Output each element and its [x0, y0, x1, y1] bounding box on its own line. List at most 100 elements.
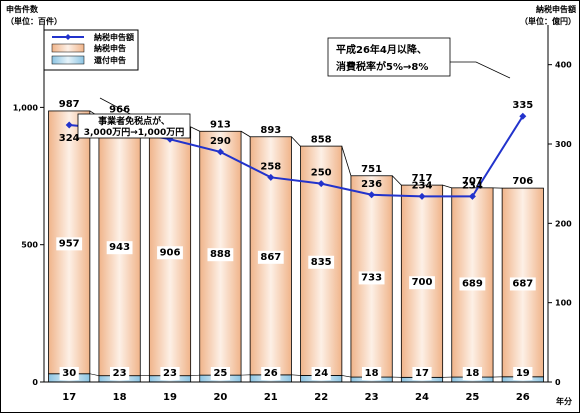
total-label-25: 707	[462, 176, 483, 187]
refund-connector-5	[341, 375, 351, 378]
payment-label-21: 867	[260, 252, 281, 263]
tax-rate-box	[327, 37, 451, 77]
payment-label-23: 733	[361, 272, 382, 283]
tax-rate-annotation: 平成26年4月以降、 消費税率が5%→8%	[327, 37, 511, 79]
payment-label-19-bg	[157, 246, 183, 260]
right-tick-label-400: 400	[555, 61, 572, 70]
category-label-23: 23	[365, 392, 379, 403]
exemption-text-1: 事業者免税点が、	[98, 115, 170, 127]
payment-label-22-bg	[308, 255, 335, 269]
refund-connector-4	[291, 374, 301, 376]
tax-rate-text-2: 消費税率が5%→8%	[336, 60, 428, 73]
payment-label-20-bg	[207, 248, 234, 262]
refund-label-18: 23	[113, 368, 127, 379]
payment-label-26: 687	[512, 278, 533, 289]
right-tick-label-0: 0	[555, 378, 561, 387]
payment-label-22: 835	[311, 257, 332, 268]
payment-label-24-bg	[409, 276, 435, 290]
total-label-24: 717	[412, 173, 433, 184]
refund-label-18-bg	[110, 367, 130, 380]
category-label-25: 25	[465, 392, 479, 403]
tax-amount-label-25: 234	[462, 180, 483, 191]
refund-label-19: 23	[163, 368, 177, 379]
x-axis-label: 年分	[556, 396, 572, 406]
tax-amount-marker-26	[519, 112, 527, 120]
tax-rate-leader	[450, 61, 511, 79]
legend-line-label: 納税申告額	[94, 32, 134, 42]
legend-orange-swatch	[51, 43, 85, 53]
refund-label-21-bg	[261, 367, 281, 380]
plot-area: 0 500 1,000 0 100 200 300 400 17 18 19 20 21 22 23 24 25…	[13, 25, 572, 403]
payment-label-17-bg	[56, 237, 83, 251]
refund-label-24: 17	[415, 368, 429, 379]
exemption-box	[77, 113, 191, 139]
category-label-26: 26	[516, 392, 530, 403]
left-tick-label-1000: 1,000	[13, 103, 39, 112]
category-label-24: 24	[415, 392, 429, 403]
exemption-text-2: 3,000万円→1,000万円	[84, 127, 184, 138]
bar-payment-18	[98, 116, 141, 377]
total-connector-7	[442, 184, 452, 189]
right-tick-label-200: 200	[555, 219, 572, 228]
total-connector-4	[291, 136, 301, 147]
tax-amount-label-22: 250	[311, 168, 332, 179]
left-axis-title: 申告件数	[6, 4, 39, 14]
tax-amount-label-20: 290	[210, 136, 231, 147]
refund-connector-2	[190, 374, 200, 376]
payment-label-19: 906	[160, 247, 181, 258]
right-tick-label-100: 100	[555, 299, 572, 308]
payment-label-24: 700	[412, 277, 433, 288]
refund-label-26-bg	[513, 367, 533, 380]
tax-amount-marker-22	[317, 180, 325, 188]
tax-amount-marker-21	[267, 173, 275, 181]
payment-label-25: 689	[462, 278, 483, 289]
right-axis-title: 納税申告額	[536, 4, 576, 14]
total-label-22: 858	[311, 134, 332, 145]
refund-label-26: 19	[516, 368, 530, 379]
payment-label-18-bg	[106, 241, 133, 255]
category-label-19: 19	[163, 392, 177, 403]
right-tick-label-300: 300	[555, 140, 572, 149]
refund-label-24-bg	[412, 367, 432, 380]
total-label-21: 893	[260, 125, 281, 136]
tax-amount-label-24: 234	[412, 180, 433, 191]
tax-amount-label-17: 324	[59, 133, 80, 144]
refund-label-23: 18	[365, 368, 379, 379]
refund-label-20: 25	[213, 368, 227, 379]
payment-label-26-bg	[509, 277, 536, 291]
total-label-23: 751	[361, 164, 382, 175]
total-connector-2	[190, 126, 200, 132]
refund-label-17: 30	[62, 368, 76, 379]
legend-orange-label: 納税申告	[94, 43, 126, 53]
exemption-leader	[99, 97, 135, 117]
category-label-22: 22	[314, 392, 328, 403]
payment-label-25-bg	[459, 277, 486, 291]
tax-rate-text-1: 平成26年4月以降、	[336, 43, 427, 56]
refund-connector-0	[89, 373, 99, 376]
tax-amount-marker-17	[65, 121, 73, 129]
category-label-20: 20	[213, 392, 227, 403]
exemption-annotation: 事業者免税点が、 3,000万円→1,000万円	[77, 97, 191, 139]
refund-label-25: 18	[465, 368, 479, 379]
legend-diamond-marker	[65, 34, 71, 40]
right-axis-unit: （単位：億円）	[520, 16, 576, 26]
total-connector-5	[341, 146, 352, 176]
left-tick-label-0: 0	[32, 378, 38, 387]
total-label-17: 987	[59, 99, 80, 110]
refund-label-22: 24	[314, 368, 328, 379]
tax-amount-marker-23	[368, 191, 376, 199]
tax-amount-label-23: 236	[361, 179, 382, 190]
payment-label-20: 888	[210, 249, 231, 260]
payment-label-17: 957	[59, 238, 80, 249]
payment-label-21-bg	[257, 250, 284, 264]
category-label-21: 21	[264, 392, 278, 403]
refund-label-21: 26	[264, 368, 278, 379]
legend: 納税申告額 納税申告 還付申告	[43, 29, 139, 71]
payment-label-23-bg	[358, 271, 385, 285]
refund-label-19-bg	[160, 367, 180, 380]
total-connector-3	[240, 130, 251, 138]
refund-label-20-bg	[210, 367, 230, 380]
total-connector-6	[391, 175, 402, 186]
tax-amount-marker-20	[216, 148, 224, 156]
